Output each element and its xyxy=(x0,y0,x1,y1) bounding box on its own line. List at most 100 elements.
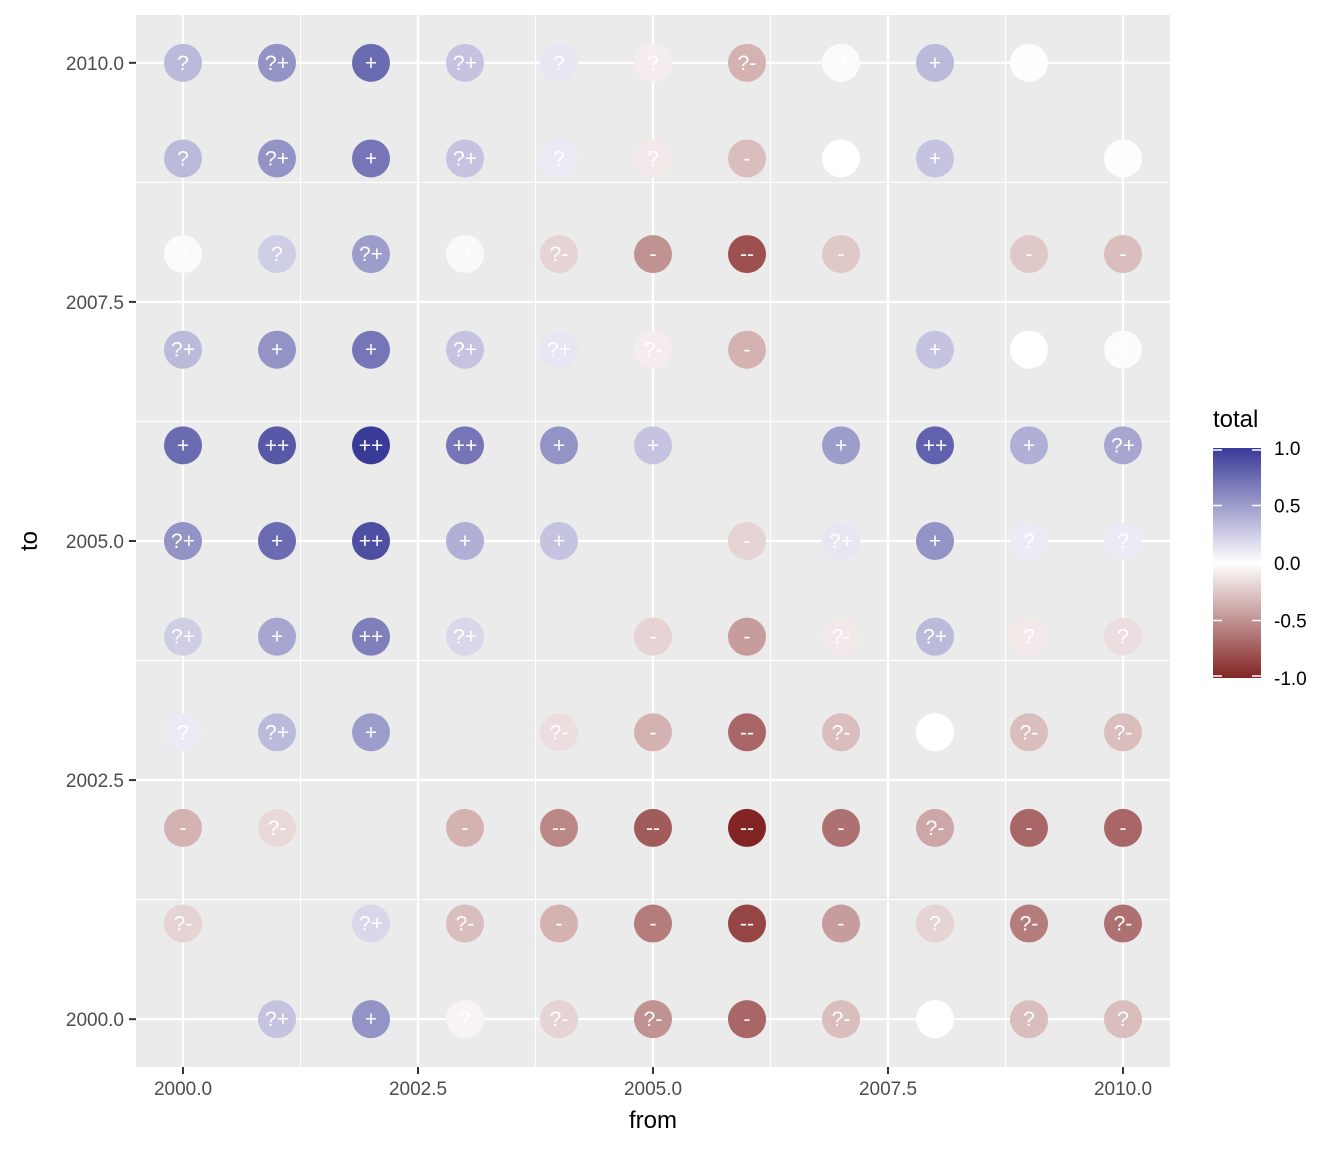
data-point-label: ? xyxy=(177,721,189,744)
data-point xyxy=(352,235,390,274)
data-point-label: - xyxy=(744,626,751,649)
data-point-label: ?+ xyxy=(359,913,383,936)
data-point-label: -- xyxy=(740,817,754,840)
data-point xyxy=(1010,713,1048,752)
data-point xyxy=(164,330,202,369)
data-point-label: + xyxy=(177,434,189,457)
data-point xyxy=(916,904,954,943)
data-point-label: ++ xyxy=(453,434,478,457)
data-point-label: + xyxy=(553,434,565,457)
data-point xyxy=(728,139,766,178)
data-point xyxy=(728,904,766,943)
data-point xyxy=(446,617,484,656)
data-point-label: + xyxy=(365,147,377,170)
y-tick-label: 2000.0 xyxy=(66,1010,124,1031)
data-point xyxy=(634,235,672,274)
data-point xyxy=(1010,330,1048,369)
data-point-label: + xyxy=(929,339,941,362)
data-point xyxy=(164,617,202,656)
data-point xyxy=(822,713,860,752)
data-point-label: ? xyxy=(1023,339,1035,362)
data-point xyxy=(446,330,484,369)
data-point xyxy=(446,43,484,82)
data-point xyxy=(258,713,296,752)
data-point-label: ?+ xyxy=(359,243,383,266)
data-point-label: ?+ xyxy=(453,339,477,362)
data-point-label: - xyxy=(1120,817,1127,840)
data-point xyxy=(916,522,954,560)
data-point-label: -- xyxy=(740,721,754,744)
data-point xyxy=(1010,617,1048,656)
data-point-label: ?- xyxy=(738,52,757,75)
data-point-label: ? xyxy=(177,147,189,170)
data-point-label: ?- xyxy=(644,339,663,362)
data-point xyxy=(634,139,672,178)
data-point xyxy=(822,43,860,82)
data-point-label: - xyxy=(462,817,469,840)
data-point xyxy=(822,139,860,178)
x-axis: 2000.0 2002.5 2005.0 2007.5 2010.0 xyxy=(154,1067,1152,1100)
data-point-label: ++ xyxy=(359,626,384,649)
data-point-label: ?+ xyxy=(265,147,289,170)
data-point xyxy=(728,235,766,274)
data-point-label: ++ xyxy=(359,530,384,553)
data-point xyxy=(164,43,202,82)
data-point xyxy=(916,808,954,847)
data-point-label: + xyxy=(553,530,565,553)
data-point-label: ?- xyxy=(926,817,945,840)
data-point xyxy=(540,235,578,274)
data-point-label: ?+ xyxy=(171,339,195,362)
legend-break-label: 0.5 xyxy=(1274,497,1300,518)
data-point-label: ? xyxy=(1023,52,1035,75)
data-point xyxy=(822,522,860,560)
data-point-label: ?- xyxy=(1020,721,1039,744)
data-point-label: - xyxy=(1120,243,1127,266)
data-point-label: + xyxy=(365,721,377,744)
data-point-label: ?+ xyxy=(1111,434,1135,457)
data-points: ? ?+ + ?+?? ?-? +?? ?+ + ?+?? -? +??? ?+? ?- - -- - - -?+… xyxy=(164,43,1142,1039)
data-point xyxy=(352,617,390,656)
data-point xyxy=(1010,43,1048,82)
data-point-label: + xyxy=(365,339,377,362)
data-point-label: ? xyxy=(459,1008,471,1031)
data-point xyxy=(1010,522,1048,560)
data-point-label: ?+ xyxy=(265,52,289,75)
data-point xyxy=(822,617,860,656)
data-point xyxy=(352,139,390,178)
data-point xyxy=(822,235,860,274)
data-point xyxy=(352,713,390,752)
data-point-label: ?+ xyxy=(453,52,477,75)
data-point xyxy=(164,426,202,465)
data-point xyxy=(634,1000,672,1039)
data-point-label: ?- xyxy=(1114,721,1133,744)
data-point xyxy=(1104,330,1142,369)
data-point-label: ? xyxy=(1117,1008,1129,1031)
data-point-label: -- xyxy=(552,817,566,840)
data-point xyxy=(728,522,766,560)
data-point-label: ?+ xyxy=(829,530,853,553)
y-tick-label: 2002.5 xyxy=(66,771,124,792)
data-point-label: ?- xyxy=(550,1008,569,1031)
data-point xyxy=(352,43,390,82)
data-point xyxy=(1104,713,1142,752)
data-point-label: - xyxy=(1026,243,1033,266)
legend-ticks: 1.0 0.5 0.0 -0.5 -1.0 xyxy=(1213,439,1307,690)
data-point xyxy=(1104,1000,1142,1039)
data-point-label: ?- xyxy=(832,626,851,649)
data-point-label: ++ xyxy=(359,434,384,457)
data-point-label: ?- xyxy=(550,721,569,744)
data-point xyxy=(728,617,766,656)
data-point xyxy=(164,904,202,943)
data-point-label: ?+ xyxy=(265,721,289,744)
data-point xyxy=(1104,617,1142,656)
data-point-label: ++ xyxy=(923,434,948,457)
data-point-label: + xyxy=(459,530,471,553)
data-point-label: ? xyxy=(553,52,565,75)
data-point xyxy=(916,1000,954,1039)
x-tick-label: 2010.0 xyxy=(1094,1079,1152,1100)
data-point xyxy=(634,617,672,656)
data-point xyxy=(446,235,484,274)
data-point xyxy=(164,522,202,560)
y-tick-label: 2010.0 xyxy=(66,54,124,75)
data-point-label: ?- xyxy=(832,721,851,744)
